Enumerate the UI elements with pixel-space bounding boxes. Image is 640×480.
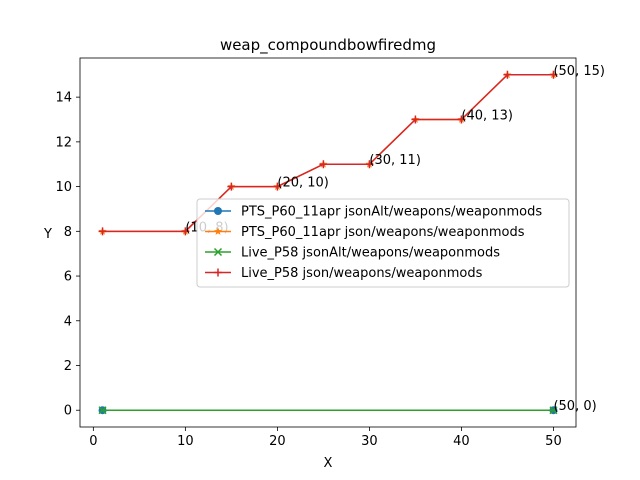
data-point-x-marker	[213, 247, 223, 257]
x-tick-label: 20	[269, 434, 286, 449]
data-point-circle-marker	[214, 207, 222, 215]
legend-label: Live_P58 jsonAlt/weapons/weaponmods	[241, 246, 500, 261]
data-point-x-marker	[98, 406, 107, 415]
data-point-plus-marker	[273, 182, 282, 191]
data-annotation: (50, 0)	[553, 399, 596, 414]
y-tick-label: 14	[55, 91, 72, 106]
x-tick-label: 0	[89, 434, 97, 449]
data-point-star-marker	[214, 227, 222, 235]
data-annotation: (50, 15)	[553, 64, 605, 79]
data-point-plus-marker	[98, 227, 107, 236]
data-annotation: (20, 10)	[277, 176, 329, 191]
data-point-plus-marker	[227, 182, 236, 191]
data-point-plus-marker	[319, 160, 328, 169]
legend-label: Live_P58 json/weapons/weaponmods	[241, 266, 483, 281]
axes-frame	[79, 57, 577, 428]
y-axis-label: Y	[43, 227, 52, 242]
x-axis-label: X	[324, 456, 333, 471]
y-tick-label: 4	[64, 314, 72, 329]
data-point-plus-marker	[457, 115, 466, 124]
legend-label: PTS_P60_11apr json/weapons/weaponmods	[241, 225, 525, 240]
data-point-plus-marker	[181, 227, 190, 236]
data-point-plus-marker	[365, 160, 374, 169]
data-point-plus-marker	[549, 70, 558, 79]
y-tick-label: 6	[64, 270, 72, 285]
legend: PTS_P60_11apr jsonAlt/weapons/weaponmods…	[196, 198, 570, 288]
y-tick-label: 10	[55, 180, 72, 195]
legend-label: PTS_P60_11apr jsonAlt/weapons/weaponmods	[241, 205, 542, 220]
x-tick-label: 40	[453, 434, 470, 449]
chart-title: weap_compoundbowfiredmg	[220, 36, 436, 55]
y-tick-label: 2	[64, 359, 72, 374]
data-point-plus-marker	[503, 70, 512, 79]
y-tick-label: 12	[55, 135, 72, 150]
series-3	[98, 406, 558, 415]
data-annotation: (40, 13)	[461, 109, 512, 124]
x-tick-label: 30	[361, 434, 378, 449]
data-point-plus-marker	[411, 115, 420, 124]
y-tick-label: 8	[64, 225, 72, 240]
x-tick-label: 10	[177, 434, 194, 449]
data-point-x-marker	[549, 406, 558, 415]
data-annotation: (30, 11)	[369, 153, 421, 168]
y-tick-label: 0	[64, 404, 72, 419]
x-tick-label: 50	[545, 434, 562, 449]
data-point-plus-marker	[214, 268, 222, 277]
legend-box	[196, 198, 570, 288]
